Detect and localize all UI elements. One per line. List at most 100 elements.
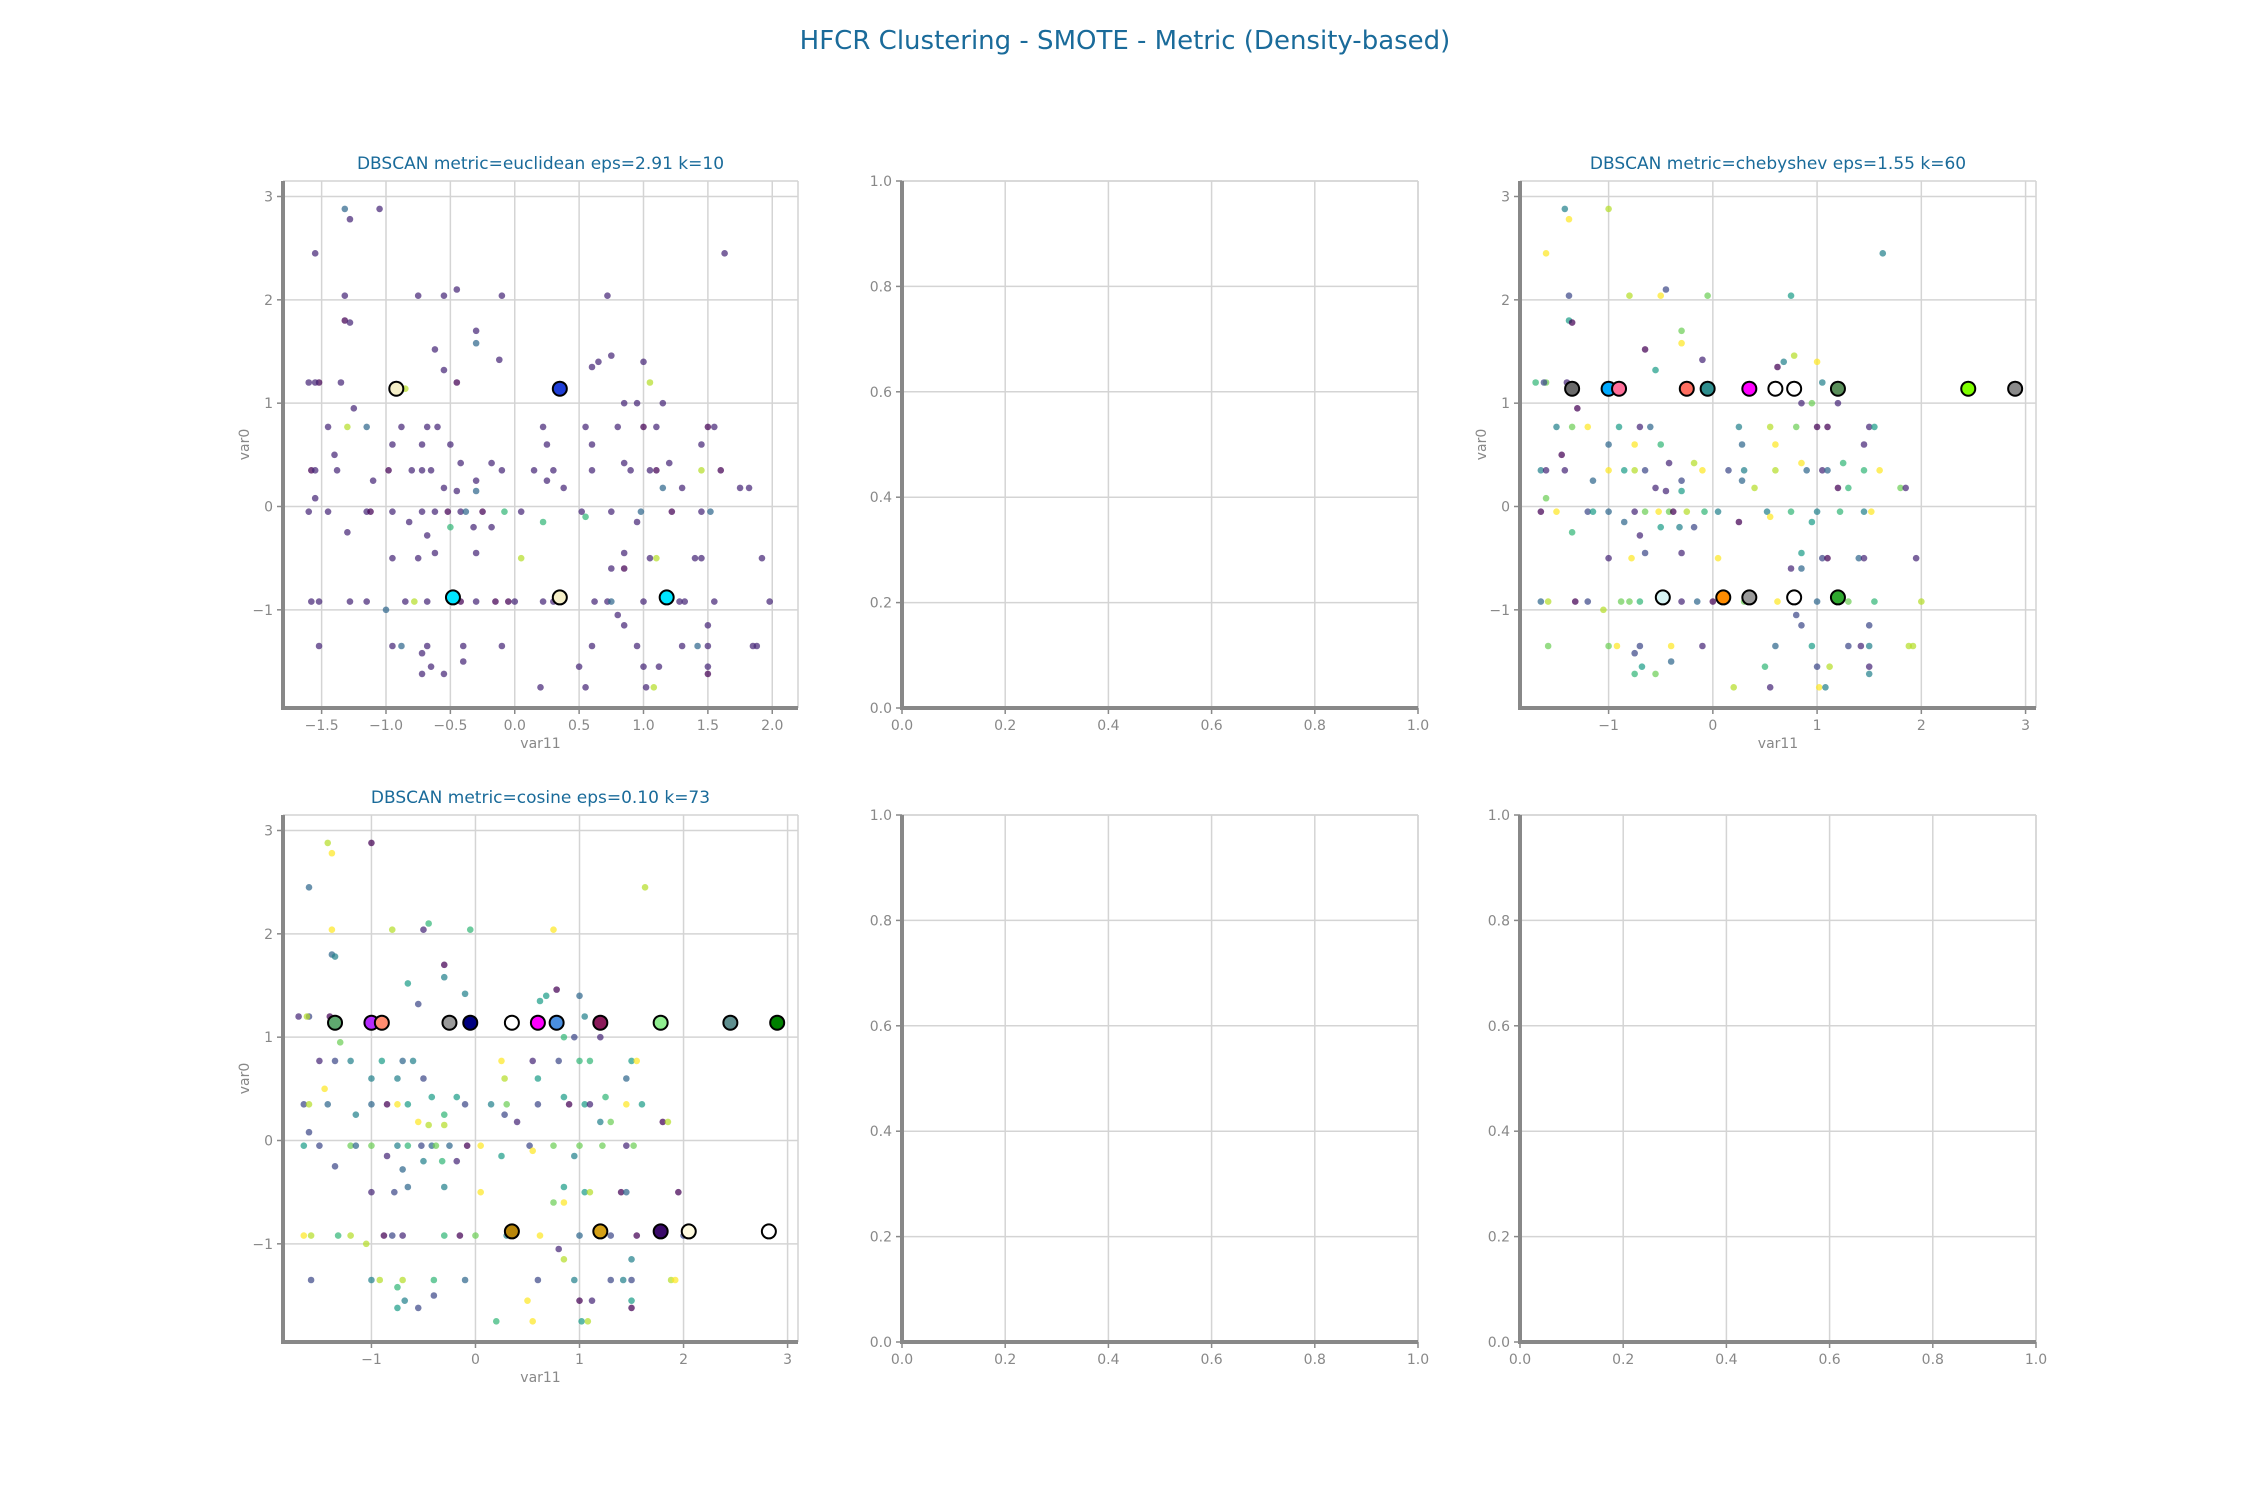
data-point	[582, 513, 589, 521]
data-point	[588, 1297, 596, 1304]
data-point	[1815, 684, 1823, 691]
data-point	[543, 477, 551, 484]
data-point	[659, 1118, 667, 1126]
x-tick-label: −1	[1598, 718, 1619, 734]
data-point	[1574, 405, 1581, 412]
data-point	[536, 997, 544, 1005]
data-point	[698, 441, 705, 448]
data-point	[517, 554, 525, 562]
data-point	[1704, 292, 1711, 300]
data-point	[588, 441, 596, 448]
data-point	[447, 523, 454, 531]
data-point	[472, 477, 480, 484]
data-point	[678, 484, 686, 492]
data-point	[1600, 606, 1607, 614]
data-point	[1774, 363, 1781, 371]
data-point	[453, 286, 461, 293]
data-point	[608, 352, 615, 359]
data-point	[305, 1128, 313, 1136]
x-tick-label: 0.8	[1304, 718, 1326, 734]
data-point	[341, 205, 349, 213]
data-point	[1647, 423, 1654, 431]
centroid-marker	[1829, 589, 1846, 606]
data-point	[1568, 529, 1576, 536]
data-point	[1819, 467, 1826, 474]
data-point	[753, 642, 761, 650]
data-point	[582, 684, 589, 691]
y-tick-label: 0.6	[870, 1019, 892, 1035]
data-point	[550, 1199, 557, 1206]
data-point	[1798, 549, 1805, 557]
data-point	[344, 423, 351, 431]
data-point	[576, 1057, 583, 1065]
data-point	[399, 1057, 406, 1065]
data-point	[576, 1142, 583, 1149]
data-point	[537, 684, 544, 691]
data-point	[461, 1276, 469, 1284]
centroid-marker	[373, 1014, 390, 1031]
data-point	[1730, 684, 1737, 691]
data-point	[399, 1232, 406, 1239]
data-point	[1787, 292, 1795, 300]
data-point	[457, 508, 464, 515]
data-point	[316, 1142, 323, 1149]
data-point	[1636, 598, 1644, 605]
data-point	[404, 980, 412, 987]
y-tick-label: 0.6	[870, 385, 892, 401]
data-point	[418, 1142, 425, 1149]
data-point	[346, 598, 354, 605]
data-point	[604, 292, 611, 300]
data-point	[1652, 670, 1659, 678]
data-point	[1641, 549, 1649, 557]
data-point	[1909, 642, 1917, 650]
data-point	[328, 926, 336, 933]
data-point	[534, 1075, 542, 1082]
data-point	[588, 642, 596, 650]
data-point	[1636, 423, 1644, 431]
data-point	[691, 554, 699, 562]
data-point	[427, 663, 435, 670]
data-point	[1537, 508, 1545, 515]
data-point	[501, 1111, 508, 1118]
data-point	[642, 684, 650, 691]
data-point	[565, 1101, 573, 1108]
x-tick-label: 0.4	[1715, 1352, 1737, 1368]
data-point	[555, 1057, 563, 1065]
x-tick-label: 0.8	[1922, 1352, 1944, 1368]
y-tick-label: 1	[264, 396, 273, 412]
centroid-marker	[2007, 380, 2024, 397]
x-axis-label: var11	[520, 736, 560, 752]
x-axis-label: var11	[520, 1370, 560, 1386]
data-point	[423, 642, 431, 650]
data-point	[736, 484, 744, 492]
data-point	[414, 1118, 422, 1126]
x-tick-label: 1.0	[2025, 1352, 2047, 1368]
data-point	[394, 1101, 401, 1108]
data-point	[427, 467, 435, 474]
data-point	[1761, 663, 1769, 670]
data-point	[560, 1199, 568, 1206]
data-point	[423, 423, 431, 431]
data-point	[1798, 565, 1805, 572]
x-tick-label: 0	[471, 1352, 480, 1368]
data-point	[704, 670, 712, 678]
data-point	[411, 598, 418, 605]
data-point	[1532, 379, 1539, 386]
data-point	[501, 508, 508, 515]
x-tick-label: 0.2	[1612, 1352, 1634, 1368]
data-point	[404, 1142, 412, 1149]
data-point	[1605, 441, 1612, 448]
data-point	[311, 467, 319, 474]
x-tick-label: 0.2	[994, 1352, 1016, 1368]
data-point	[1798, 622, 1805, 629]
data-point	[1819, 554, 1826, 562]
data-point	[1636, 642, 1644, 650]
data-point	[1605, 642, 1612, 650]
centroid-marker	[769, 1014, 786, 1031]
x-tick-label: 3	[783, 1352, 792, 1368]
data-point	[488, 523, 495, 531]
data-point	[1912, 554, 1920, 562]
data-point	[1657, 441, 1665, 448]
data-point	[633, 1057, 641, 1065]
x-tick-label: 1	[575, 1352, 584, 1368]
